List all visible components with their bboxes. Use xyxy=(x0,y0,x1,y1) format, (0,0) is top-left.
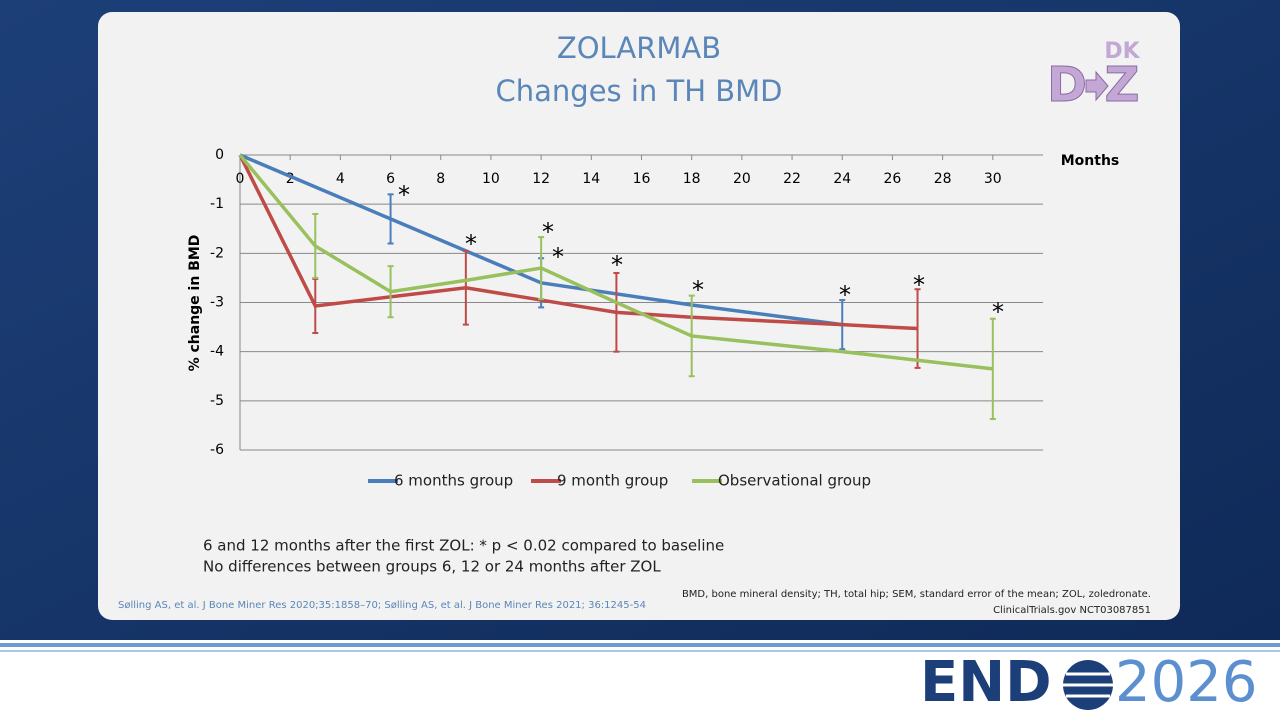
significance-mark: * xyxy=(692,276,704,304)
banner-rule xyxy=(0,643,1280,647)
x-tick-label: 4 xyxy=(336,171,345,187)
y-axis-label: % change in BMD xyxy=(187,235,203,372)
logo-arrow xyxy=(1085,70,1109,102)
x-tick-label: 20 xyxy=(733,171,751,187)
x-tick-label: 2 xyxy=(286,171,295,187)
significance-mark: * xyxy=(913,271,925,299)
legend-label: 9 month group xyxy=(557,472,668,490)
card xyxy=(98,12,1180,620)
x-tick-label: 24 xyxy=(833,171,851,187)
title: ZOLARMAB xyxy=(557,31,721,65)
footnote: ClinicalTrials.gov NCT03087851 xyxy=(993,605,1151,616)
x-tick-label: 12 xyxy=(532,171,550,187)
x-tick-label: 16 xyxy=(633,171,651,187)
x-tick-label: 10 xyxy=(482,171,500,187)
significance-mark: * xyxy=(992,298,1004,326)
banner-text: 2026 xyxy=(1115,650,1258,715)
x-tick-label: 30 xyxy=(984,171,1002,187)
logo-text: Z xyxy=(1105,57,1140,113)
significance-mark: * xyxy=(611,251,623,279)
banner-globe xyxy=(1063,672,1113,698)
logo-text: DK xyxy=(1104,39,1140,64)
x-axis-label: Months xyxy=(1061,153,1120,169)
banner-rule xyxy=(0,650,1280,652)
note: No differences between groups 6, 12 or 2… xyxy=(203,558,661,576)
x-tick-label: 6 xyxy=(386,171,395,187)
subtitle: Changes in TH BMD xyxy=(496,74,783,108)
logo-text: D xyxy=(1047,57,1087,113)
citation: Sølling AS, et al. J Bone Miner Res 2020… xyxy=(118,600,646,611)
y-tick-label: -4 xyxy=(210,344,224,360)
significance-mark: * xyxy=(542,218,554,246)
x-tick-label: 0 xyxy=(236,171,245,187)
y-tick-label: 0 xyxy=(215,147,224,163)
legend-label: 6 months group xyxy=(394,472,513,490)
y-tick-label: -3 xyxy=(210,295,224,311)
banner-text: END xyxy=(920,650,1052,715)
significance-mark: * xyxy=(552,243,564,271)
legend-label: Observational group xyxy=(718,472,871,490)
significance-mark: * xyxy=(839,281,851,309)
series-line xyxy=(238,153,994,371)
x-tick-label: 22 xyxy=(783,171,801,187)
y-tick-label: -2 xyxy=(210,245,224,261)
x-tick-label: 26 xyxy=(884,171,902,187)
y-tick-label: -6 xyxy=(210,442,224,458)
y-tick-label: -5 xyxy=(210,393,224,409)
series-line xyxy=(238,154,918,331)
x-tick-label: 14 xyxy=(582,171,600,187)
significance-mark: * xyxy=(398,181,410,209)
note: 6 and 12 months after the first ZOL: * p… xyxy=(203,537,724,555)
y-tick-label: -1 xyxy=(210,196,224,212)
x-tick-label: 28 xyxy=(934,171,952,187)
x-tick-label: 8 xyxy=(436,171,445,187)
significance-mark: * xyxy=(465,230,477,258)
x-tick-label: 18 xyxy=(683,171,701,187)
footnote: BMD, bone mineral density; TH, total hip… xyxy=(682,589,1151,600)
